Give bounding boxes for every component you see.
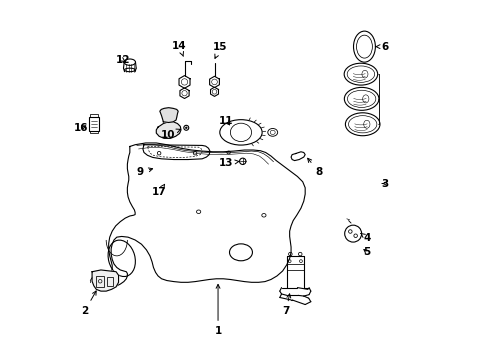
Text: 5: 5 (363, 247, 370, 257)
Text: 6: 6 (375, 42, 388, 51)
Text: 11: 11 (219, 116, 233, 126)
Text: 8: 8 (307, 158, 322, 177)
Text: 1: 1 (214, 284, 221, 336)
Polygon shape (92, 270, 118, 291)
Bar (96, 276, 104, 287)
Text: 16: 16 (74, 123, 89, 133)
Text: 17: 17 (151, 184, 166, 197)
Bar (90, 114, 98, 117)
Ellipse shape (185, 127, 187, 129)
Polygon shape (156, 122, 181, 138)
Bar (90, 131, 98, 134)
Text: 10: 10 (160, 129, 180, 140)
Text: 12: 12 (115, 55, 130, 65)
Bar (89, 117, 99, 131)
Text: 15: 15 (213, 42, 227, 58)
Text: 3: 3 (381, 179, 388, 189)
Text: 9: 9 (137, 167, 152, 177)
Polygon shape (160, 108, 178, 122)
Text: 2: 2 (81, 291, 96, 315)
Text: 4: 4 (360, 233, 370, 243)
Bar (107, 277, 112, 286)
Text: 13: 13 (219, 158, 239, 168)
Text: 7: 7 (282, 294, 290, 316)
Text: 14: 14 (172, 41, 186, 57)
